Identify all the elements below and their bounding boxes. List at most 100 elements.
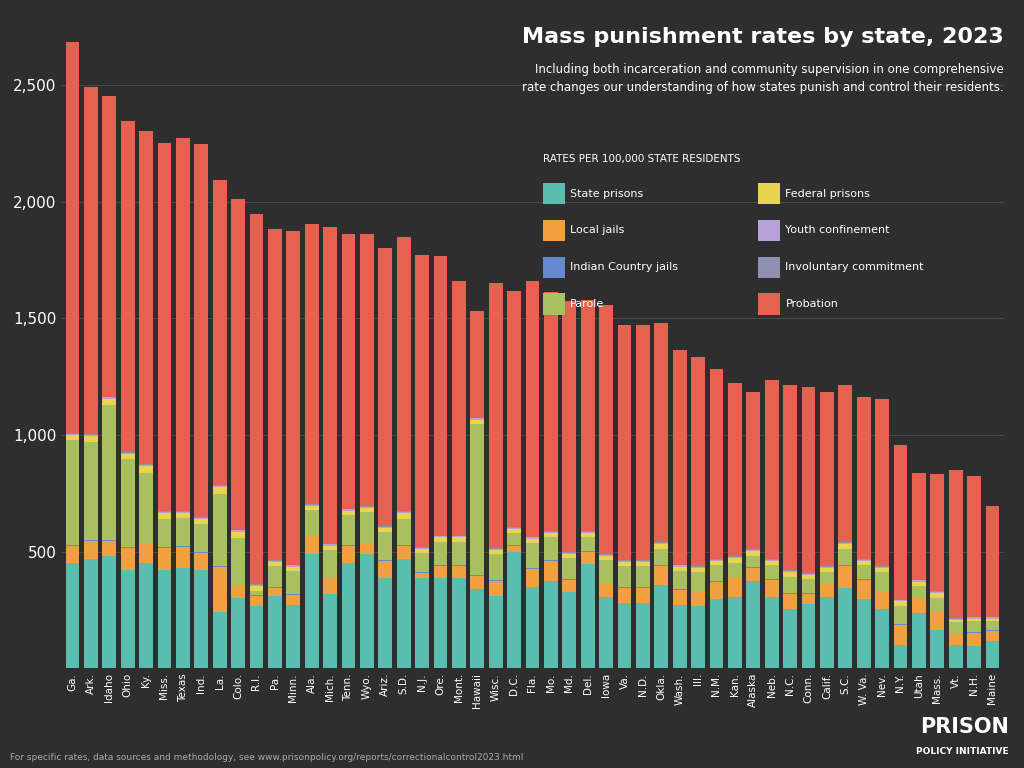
Bar xyxy=(507,291,521,528)
Bar xyxy=(396,558,411,668)
Bar xyxy=(617,561,632,562)
Bar xyxy=(507,528,521,529)
Bar xyxy=(525,543,540,568)
Bar xyxy=(213,180,226,485)
Bar xyxy=(931,594,944,598)
Text: PRISON: PRISON xyxy=(920,717,1009,737)
Bar xyxy=(617,603,632,668)
Bar xyxy=(158,519,171,548)
Bar xyxy=(581,564,595,668)
Bar xyxy=(305,510,318,536)
Bar xyxy=(84,435,97,436)
Bar xyxy=(507,546,521,551)
Bar xyxy=(84,87,97,434)
Bar xyxy=(360,508,374,512)
Bar xyxy=(396,237,411,511)
Bar xyxy=(66,546,80,563)
Bar xyxy=(802,579,815,593)
Bar xyxy=(231,598,245,668)
Bar xyxy=(894,645,907,668)
Bar xyxy=(820,392,834,566)
Bar xyxy=(691,572,705,591)
Bar xyxy=(415,553,429,572)
Bar xyxy=(839,385,852,542)
Bar xyxy=(250,585,263,586)
Bar xyxy=(673,605,686,668)
Bar xyxy=(857,397,870,559)
Bar xyxy=(857,561,870,565)
Bar xyxy=(470,424,484,575)
Bar xyxy=(728,558,741,562)
Bar xyxy=(544,531,558,533)
Text: Involuntary commitment: Involuntary commitment xyxy=(785,262,924,273)
Bar xyxy=(250,586,263,591)
Bar xyxy=(158,143,171,511)
Bar xyxy=(562,552,577,554)
Bar xyxy=(802,574,815,579)
Bar xyxy=(360,507,374,508)
Bar xyxy=(139,544,153,563)
Bar xyxy=(857,560,870,561)
Bar xyxy=(931,592,944,594)
Bar xyxy=(544,581,558,668)
Bar xyxy=(562,554,577,558)
Bar xyxy=(636,561,650,562)
Bar xyxy=(525,538,540,543)
Bar xyxy=(176,518,189,546)
Bar xyxy=(968,475,981,617)
Bar xyxy=(268,229,282,560)
Bar xyxy=(102,556,116,668)
Bar xyxy=(636,588,650,603)
Bar xyxy=(820,597,834,668)
Bar xyxy=(599,556,613,560)
Bar xyxy=(691,568,705,572)
Bar xyxy=(746,550,760,551)
Bar xyxy=(949,470,963,617)
Bar xyxy=(139,466,153,473)
Bar xyxy=(765,560,778,561)
Bar xyxy=(581,537,595,551)
Bar xyxy=(710,582,723,599)
Bar xyxy=(452,281,466,535)
Bar xyxy=(452,565,466,578)
Bar xyxy=(360,512,374,543)
Bar xyxy=(379,247,392,526)
Bar xyxy=(673,565,686,567)
Bar xyxy=(102,406,116,541)
Bar xyxy=(379,578,392,668)
Bar xyxy=(931,612,944,630)
Bar xyxy=(820,567,834,568)
Bar xyxy=(765,380,778,559)
Bar xyxy=(176,547,189,568)
Bar xyxy=(379,532,392,560)
Bar xyxy=(470,310,484,418)
Bar xyxy=(433,565,447,578)
Bar xyxy=(857,599,870,668)
Bar xyxy=(287,567,300,571)
Bar xyxy=(931,474,944,591)
Bar xyxy=(195,518,208,524)
Bar xyxy=(66,435,80,440)
Bar xyxy=(857,565,870,579)
Bar xyxy=(985,621,999,631)
Bar xyxy=(379,528,392,532)
Bar xyxy=(599,305,613,554)
Bar xyxy=(912,614,926,668)
Bar xyxy=(342,515,355,545)
Bar xyxy=(250,591,263,595)
Bar xyxy=(213,567,226,612)
Bar xyxy=(139,465,153,466)
Bar xyxy=(158,511,171,513)
Bar xyxy=(710,599,723,668)
Bar xyxy=(121,570,134,668)
Bar xyxy=(470,576,484,589)
Bar xyxy=(102,541,116,556)
Bar xyxy=(287,231,300,564)
Bar xyxy=(783,594,797,609)
Bar xyxy=(617,325,632,560)
Bar xyxy=(746,581,760,668)
Bar xyxy=(452,538,466,541)
Bar xyxy=(876,567,889,568)
Bar xyxy=(894,625,907,645)
Bar xyxy=(673,567,686,571)
